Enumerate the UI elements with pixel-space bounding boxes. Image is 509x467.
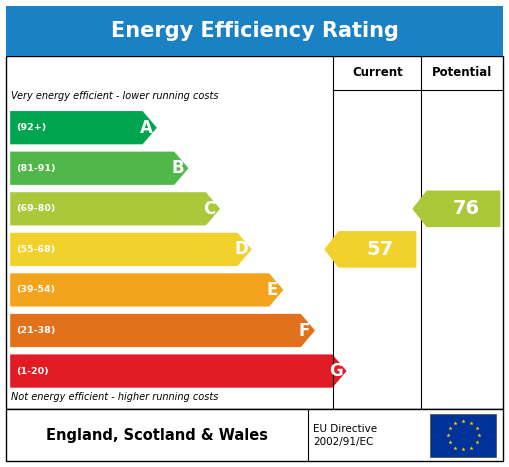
Text: C: C	[203, 200, 215, 218]
Polygon shape	[10, 273, 284, 306]
Bar	[6, 6, 503, 56]
Text: 57: 57	[366, 240, 393, 259]
Text: (39-54): (39-54)	[16, 285, 55, 294]
Bar	[430, 414, 496, 457]
Text: England, Scotland & Wales: England, Scotland & Wales	[46, 428, 268, 443]
Text: Energy Efficiency Rating: Energy Efficiency Rating	[110, 21, 399, 41]
Text: (55-68): (55-68)	[16, 245, 55, 254]
Text: G: G	[329, 362, 343, 380]
Text: Not energy efficient - higher running costs: Not energy efficient - higher running co…	[11, 392, 218, 402]
Bar	[6, 56, 503, 409]
Text: (1-20): (1-20)	[16, 367, 49, 375]
Text: Potential: Potential	[432, 66, 492, 79]
Text: (92+): (92+)	[16, 123, 46, 132]
Text: 76: 76	[453, 199, 479, 218]
Text: A: A	[140, 119, 153, 137]
Text: E: E	[267, 281, 278, 299]
Text: (69-80): (69-80)	[16, 205, 55, 213]
Polygon shape	[412, 191, 500, 227]
Text: (81-91): (81-91)	[16, 164, 56, 173]
Polygon shape	[10, 152, 188, 185]
Text: Very energy efficient - lower running costs: Very energy efficient - lower running co…	[11, 91, 219, 101]
Polygon shape	[10, 192, 220, 226]
Text: (21-38): (21-38)	[16, 326, 55, 335]
Polygon shape	[10, 314, 315, 347]
Polygon shape	[324, 231, 416, 268]
Polygon shape	[10, 354, 347, 388]
Polygon shape	[10, 233, 252, 266]
Bar	[6, 409, 503, 461]
Text: F: F	[299, 321, 310, 340]
Polygon shape	[10, 111, 157, 144]
Text: D: D	[234, 241, 248, 258]
Text: EU Directive: EU Directive	[313, 424, 377, 434]
Text: Current: Current	[352, 66, 403, 79]
Text: 2002/91/EC: 2002/91/EC	[313, 437, 374, 447]
Text: B: B	[172, 159, 184, 177]
